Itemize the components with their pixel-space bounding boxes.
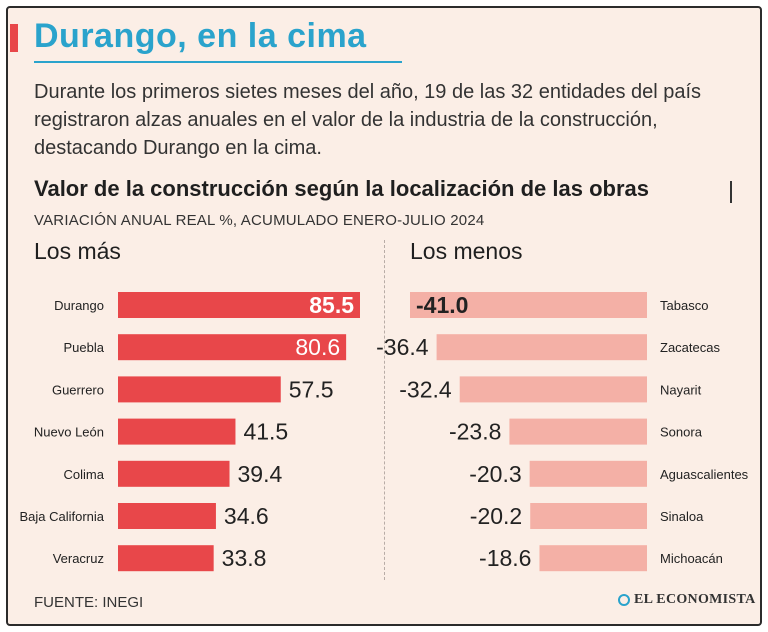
bar: [509, 418, 647, 445]
category-label: Sonora: [660, 425, 703, 440]
data-label: 34.6: [224, 503, 269, 529]
data-label: -20.3: [469, 461, 521, 487]
bar: [118, 545, 214, 572]
category-label: Puebla: [64, 340, 105, 355]
category-label: Michoacán: [660, 551, 723, 566]
chart-caption: VARIACIÓN ANUAL REAL %, ACUMULADO ENERO-…: [34, 212, 485, 229]
category-label: Guerrero: [52, 382, 104, 397]
chart-title: Valor de la construcción según la locali…: [34, 176, 649, 201]
bar: [410, 292, 647, 318]
category-label: Nuevo León: [34, 425, 104, 440]
category-label: Zacatecas: [660, 340, 720, 355]
category-label: Durango: [54, 298, 104, 313]
source-note: FUENTE: INEGI: [34, 594, 144, 611]
publisher-logo: EL ECONOMISTA: [618, 592, 756, 608]
logo-text: EL ECONOMISTA: [634, 592, 756, 607]
category-label: Veracruz: [53, 551, 104, 566]
data-label: 85.5: [309, 292, 354, 318]
bar: [118, 503, 216, 529]
page-title: Durango, en la cima: [34, 17, 367, 55]
data-label: -36.4: [376, 334, 429, 360]
data-label: 39.4: [238, 461, 283, 487]
data-label: -32.4: [399, 376, 452, 402]
bar: [530, 503, 647, 529]
category-label: Sinaloa: [660, 509, 704, 524]
bar: [118, 460, 230, 487]
chart-title-separator: [730, 181, 732, 203]
data-label: 33.8: [222, 545, 267, 571]
category-label: Colima: [64, 467, 105, 482]
category-label: Baja California: [19, 509, 104, 524]
data-label: -20.2: [470, 503, 522, 529]
data-label: -23.8: [449, 419, 501, 445]
data-label: 41.5: [243, 419, 288, 445]
bar: [118, 334, 347, 361]
data-label: -41.0: [416, 292, 468, 318]
data-label: 80.6: [295, 334, 340, 360]
section-label-bottom: Los menos: [410, 238, 523, 264]
title-accent-mark: [10, 24, 18, 52]
bar: [436, 334, 647, 361]
logo-icon: [618, 594, 630, 606]
data-label: -18.6: [479, 545, 531, 571]
bar: [118, 292, 360, 318]
category-label: Aguascalientes: [660, 467, 749, 482]
bar: [118, 376, 281, 403]
bar: [539, 545, 647, 572]
title-underline: [34, 61, 402, 63]
category-label: Nayarit: [660, 382, 702, 397]
section-divider: [384, 240, 385, 580]
intro-text: Durante los primeros sietes meses del añ…: [34, 81, 702, 159]
section-label-top: Los más: [34, 238, 121, 264]
category-label: Tabasco: [660, 298, 708, 313]
bar: [529, 460, 647, 487]
bar: [459, 376, 647, 403]
data-label: 57.5: [289, 376, 334, 402]
bar: [118, 418, 236, 445]
